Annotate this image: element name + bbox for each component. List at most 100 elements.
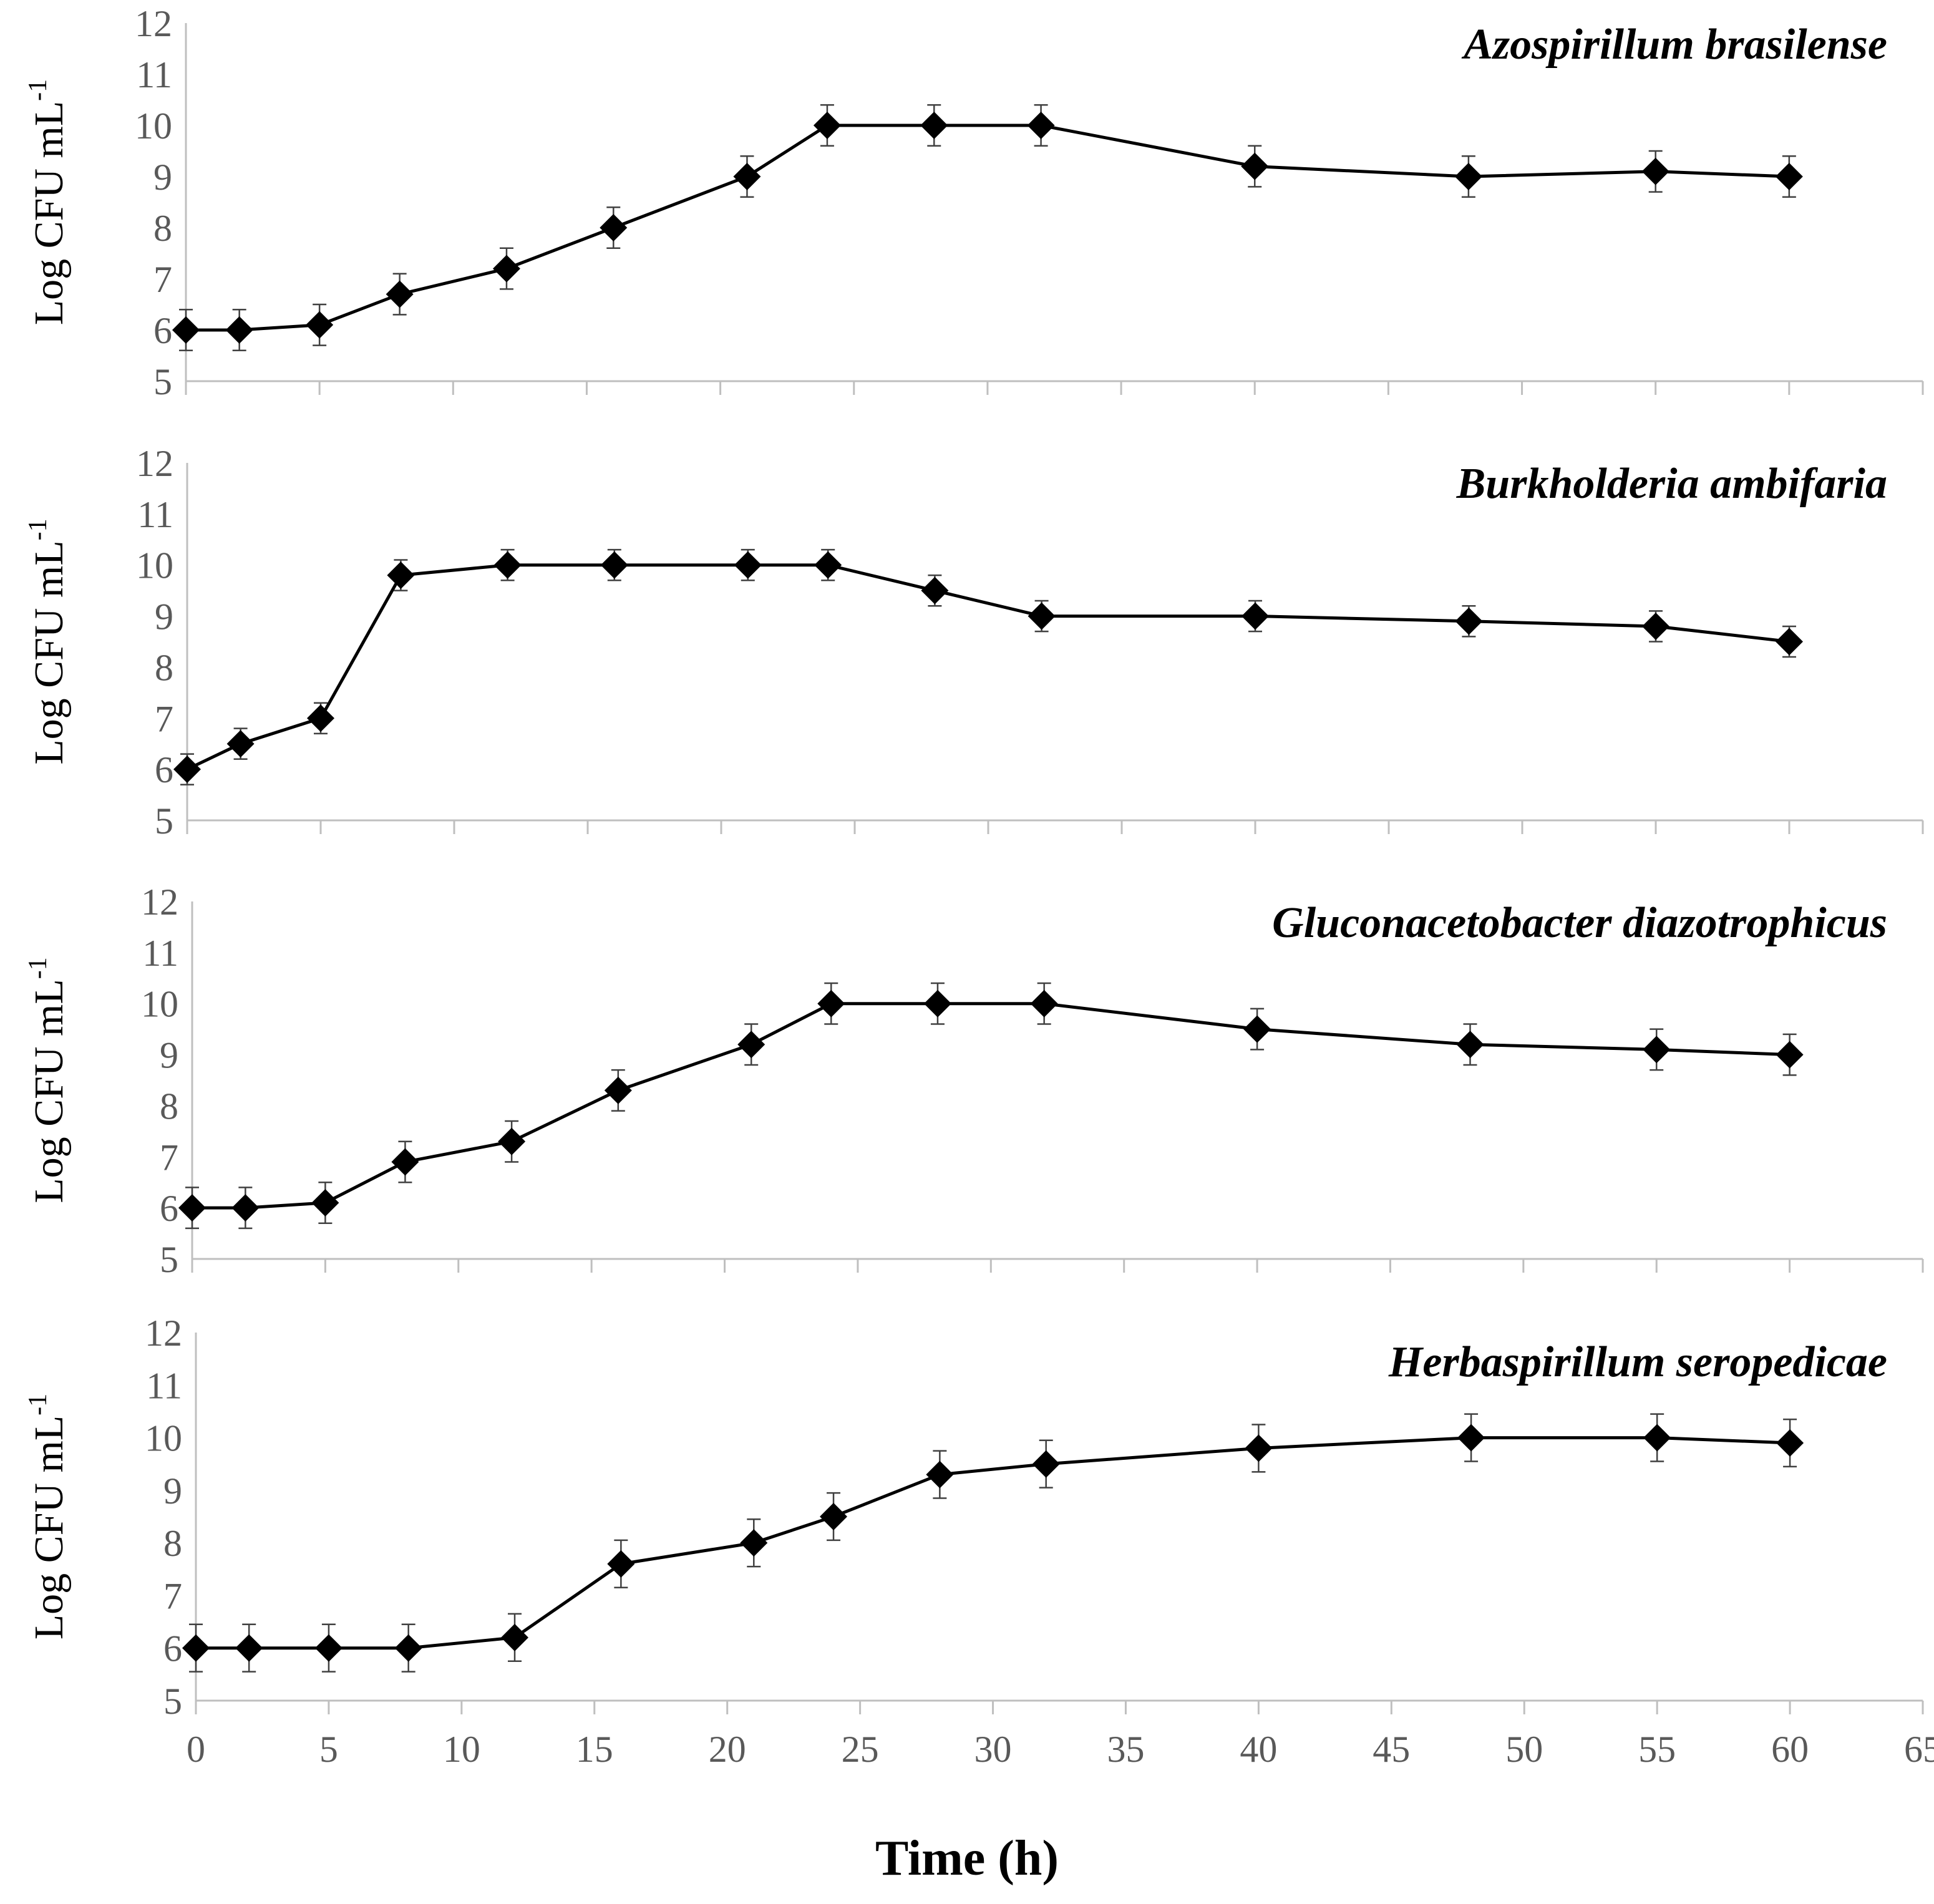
y-tick-label: 6 [163,1628,182,1669]
data-point [1641,157,1669,185]
panel-title: Herbaspirillum seropedicae [1388,1338,1887,1386]
x-tick-label: 60 [1771,1729,1809,1770]
data-point [1027,112,1055,139]
y-tick-label: 9 [153,157,172,198]
data-point [1642,612,1669,640]
x-tick-label: 25 [842,1729,879,1770]
y-tick-label: 11 [137,494,173,535]
data-point [314,1634,343,1662]
y-tick-label: 10 [141,984,178,1025]
data-point [600,214,628,241]
data-point [391,1148,419,1176]
data-point [737,1031,765,1059]
y-tick-label: 12 [145,1313,182,1354]
chart-panel: 5 6 7 8 9 10 11 12 Log CFU mL-1 Gluconacetobacter… [24,882,1924,1280]
data-point [926,1460,954,1489]
data-point [306,311,334,339]
y-tick-label: 10 [136,545,173,586]
data-point [492,255,520,283]
data-point [178,1194,206,1222]
series-line [196,1436,1791,1650]
y-axis-label-main: Log CFU mL [26,101,72,325]
y-axis-label-superscript: -1 [24,1394,52,1416]
y-tick-label: 5 [153,361,172,402]
y-tick-label: 12 [135,3,172,44]
y-tick-label: 9 [155,596,173,638]
y-tick-label: 7 [163,1575,182,1616]
y-tick-label: 7 [155,698,173,739]
y-tick-label: 5 [155,800,173,842]
data-point [387,561,415,590]
data-point [1456,1031,1484,1059]
data-point [235,1634,263,1662]
y-tick-label: 12 [141,882,178,923]
y-tick-label: 7 [160,1137,178,1178]
data-point [813,112,841,139]
data-point [817,989,845,1018]
x-axis-label: Time (h) [875,1831,1059,1886]
data-point [173,755,201,784]
y-tick-label: 11 [142,933,178,974]
y-tick-label: 9 [163,1470,182,1512]
y-tick-label: 5 [160,1239,178,1280]
x-tick-label: 15 [576,1729,613,1770]
data-point [604,1076,632,1104]
data-point [1775,163,1803,190]
data-point [733,163,761,190]
y-tick-label: 8 [163,1523,182,1564]
y-tick-label: 8 [155,647,173,688]
chart-panel: 5 6 7 8 9 10 11 12 Log CFU mL-1 Burkholderia ambi… [24,443,1924,842]
data-point [740,1529,768,1557]
y-tick-label: 9 [160,1035,178,1076]
x-tick-label: 45 [1373,1729,1410,1770]
y-axis-label: Log CFU mL-1 [24,518,72,764]
data-point [182,1634,210,1662]
data-point [226,730,255,758]
data-point [1643,1036,1671,1064]
y-tick-label: 8 [153,208,172,249]
y-tick-label: 6 [155,749,173,790]
x-tick-label: 50 [1505,1729,1543,1770]
data-point [394,1634,422,1662]
data-point [923,989,951,1018]
x-tick-label: 65 [1904,1729,1934,1770]
chart-panel: 0 5 10 15 20 25 30 35 40 45 50 55 60 6556789101112Log… [24,1313,1934,1770]
y-tick-label: 10 [145,1418,182,1459]
data-point [1241,152,1269,180]
x-tick-label: 35 [1107,1729,1144,1770]
chart-panel: 5 6 7 8 9 10 11 12 Log CFU mL-1 Azospirillum bras… [24,3,1924,402]
y-tick-label: 12 [136,443,173,484]
data-point [814,551,842,579]
data-point [1032,1450,1060,1478]
data-point [1454,163,1482,190]
panel-title: Gluconacetobacter diazotrophicus [1272,899,1887,947]
data-point [493,551,522,579]
data-point [1245,1434,1273,1462]
data-point [225,316,253,344]
data-point [920,112,948,139]
data-point [498,1127,526,1155]
y-axis-label-superscript: -1 [24,957,52,979]
data-point [172,316,200,344]
data-point [1455,607,1483,635]
data-point [307,704,334,732]
series-line [186,124,1789,332]
y-axis-label-main: Log CFU mL [26,1416,72,1639]
y-tick-label: 11 [146,1365,182,1406]
x-tick-label: 40 [1240,1729,1277,1770]
data-point [1776,1041,1804,1069]
x-tick-label: 20 [709,1729,746,1770]
y-axis-label-superscript: -1 [24,79,52,101]
y-tick-label: 6 [160,1188,178,1229]
y-axis-label: Log CFU mL-1 [24,79,72,325]
data-point [501,1623,529,1651]
data-point [734,551,762,579]
panel-title: Azospirillum brasilense [1461,21,1887,69]
series-line [192,1002,1790,1210]
x-tick-label: 30 [974,1729,1012,1770]
y-axis-label-main: Log CFU mL [26,979,72,1203]
y-tick-label: 10 [135,105,172,147]
data-point [1643,1424,1671,1452]
